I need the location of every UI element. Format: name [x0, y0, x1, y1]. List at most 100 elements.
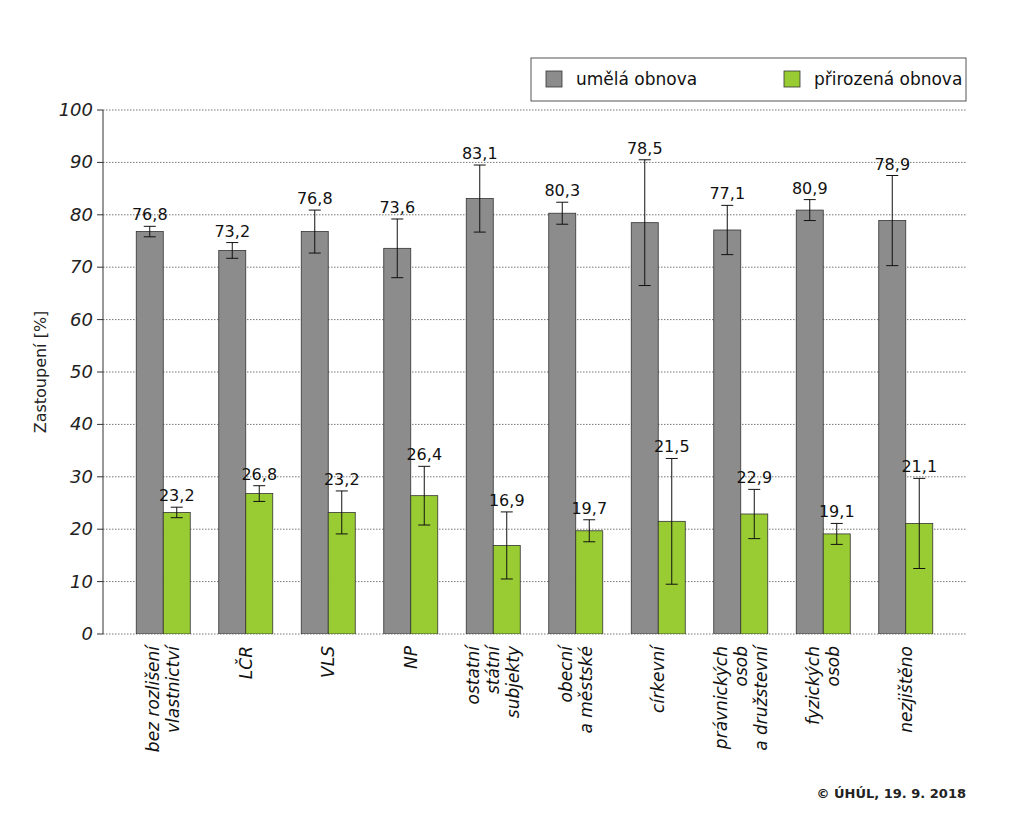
tick-mark [97, 529, 103, 530]
data-label: 78,9 [874, 155, 910, 174]
error-cap [226, 258, 238, 259]
tick-mark [97, 110, 103, 111]
axis-title: Zastoupení [%] [31, 311, 50, 434]
tick-label: 30 [70, 466, 93, 487]
category-line: osob [731, 646, 751, 686]
data-label: 26,4 [406, 445, 442, 464]
grid [97, 110, 966, 634]
bar [219, 250, 246, 634]
tick-label: 60 [70, 309, 93, 330]
error-bar [831, 523, 843, 544]
data-label: 26,8 [241, 465, 277, 484]
error-bar [639, 160, 651, 286]
error-bar [226, 243, 238, 259]
error-cap [171, 517, 183, 518]
data-label: 77,1 [709, 184, 745, 203]
data-label: 23,2 [159, 486, 195, 505]
error-cap [804, 199, 816, 200]
legend-box [531, 58, 966, 101]
error-cap [639, 159, 651, 160]
category-line: nezjištěno [896, 646, 916, 733]
tick-mark [97, 162, 103, 163]
category-label: NP [401, 645, 421, 669]
error-bar [418, 466, 430, 525]
error-line [479, 165, 480, 232]
category-label: LČR [235, 646, 256, 679]
data-label: 80,9 [792, 179, 828, 198]
data-label: 76,8 [132, 205, 168, 224]
error-cap [144, 236, 156, 237]
bar [549, 213, 576, 634]
tick-label: 50 [70, 361, 93, 382]
error-cap [253, 501, 265, 502]
grid-line [103, 214, 966, 215]
data-labels: 76,873,276,873,683,180,378,577,180,978,9… [132, 139, 937, 522]
tick-mark [97, 581, 103, 582]
error-cap [391, 277, 403, 278]
category-line: ostatní [463, 644, 483, 705]
error-bar [144, 226, 156, 236]
category-line: a městské [576, 646, 596, 734]
category-label: VLS [318, 646, 338, 678]
category-label: církevní [648, 644, 668, 713]
category-label: ostatnístátnísubjekty [463, 644, 523, 718]
error-cap [721, 205, 733, 206]
error-line [919, 478, 920, 568]
category-line: VLS [318, 646, 338, 678]
category-label: nezjištěno [896, 646, 916, 733]
category-line: státní [483, 644, 503, 694]
tick-label: 40 [70, 413, 93, 434]
error-bar [501, 512, 513, 579]
error-cap [721, 254, 733, 255]
data-label: 76,8 [297, 189, 333, 208]
category-line: bez rozlišení [143, 644, 163, 752]
error-bar [666, 458, 678, 584]
error-line [644, 160, 645, 286]
category-line: obecní [556, 644, 576, 703]
category-label: právnickýchosoba družstevní [711, 644, 771, 751]
data-label: 80,3 [544, 181, 580, 200]
bar [246, 494, 273, 634]
category-line: osob [823, 646, 843, 686]
error-bar [804, 200, 816, 221]
error-bar [913, 478, 925, 568]
error-cap [748, 538, 760, 539]
error-cap [144, 226, 156, 227]
error-cap [418, 525, 430, 526]
error-bar [391, 219, 403, 278]
error-cap [418, 466, 430, 467]
error-cap [831, 544, 843, 545]
error-line [754, 489, 755, 538]
tick-mark [97, 634, 103, 635]
error-line [314, 210, 315, 253]
data-label: 21,1 [901, 457, 937, 476]
error-line [259, 486, 260, 502]
error-cap [913, 478, 925, 479]
error-bar [336, 491, 348, 534]
data-label: 19,7 [571, 499, 607, 518]
bar [301, 232, 328, 634]
y-axis [103, 110, 104, 634]
error-line [176, 507, 177, 517]
error-bar [253, 486, 265, 502]
data-label: 78,5 [627, 139, 663, 158]
error-cap [913, 568, 925, 569]
error-cap [583, 519, 595, 520]
error-bar [171, 507, 183, 517]
error-line [341, 491, 342, 534]
error-line [809, 200, 810, 221]
error-bar [474, 165, 486, 232]
data-label: 73,6 [379, 198, 415, 217]
data-label: 23,2 [324, 470, 360, 489]
error-bar [748, 489, 760, 538]
error-cap [336, 533, 348, 534]
error-cap [474, 232, 486, 233]
tick-label: 10 [70, 571, 93, 592]
error-cap [391, 218, 403, 219]
error-line [424, 466, 425, 525]
data-label: 83,1 [462, 144, 498, 163]
tick-mark [97, 267, 103, 268]
error-cap [501, 511, 513, 512]
error-cap [336, 490, 348, 491]
category-line: fyzických [803, 646, 823, 725]
